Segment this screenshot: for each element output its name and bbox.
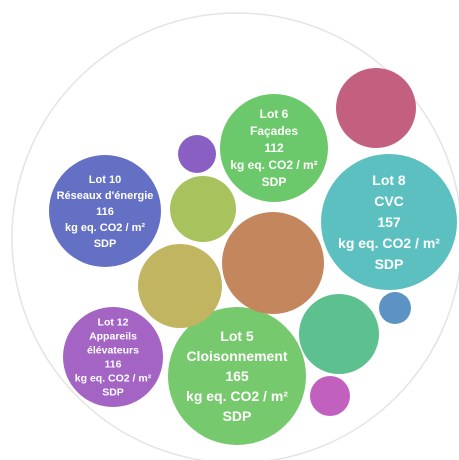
bubble-label-line: SDP (102, 387, 124, 399)
bubble-pink-small (310, 376, 350, 416)
bubble-label-line: kg eq. CO2 / m² (186, 388, 288, 404)
bubble-label-lot-5: Lot 5 Cloisonnement 165 kg eq. CO2 / m² SDP (186, 328, 288, 424)
bubble-group: Lot 6 Façades 112 kg eq. CO2 / m² SDP Lot 8 CV… (49, 68, 457, 445)
bubble-label-line: 116 (96, 206, 114, 218)
bubble-lot-12: Lot 12 Appareils élévateurs 116 kg eq. CO2 /… (63, 307, 163, 407)
bubble-circle-center (222, 212, 324, 314)
bubble-circle-pink-small (310, 376, 350, 416)
bubble-label-line: Lot 8 (372, 172, 406, 188)
bubble-label-lot-6: Lot 6 Façades 112 kg eq. CO2 / m² SDP (230, 107, 317, 189)
bubble-circle-blue-small (379, 292, 411, 324)
bubble-purple-small (178, 135, 216, 173)
bubble-label-lot-8: Lot 8 CVC 157 kg eq. CO2 / m² SDP (338, 172, 440, 272)
bubble-lot-8: Lot 8 CVC 157 kg eq. CO2 / m² SDP (321, 154, 457, 290)
bubble-center (222, 212, 324, 314)
bubble-label-line: Lot 12 (98, 317, 129, 329)
bubble-label-line: élévateurs (87, 345, 139, 357)
bubble-olive-left (138, 244, 222, 328)
bubble-label-line: Lot 10 (89, 174, 121, 186)
bubble-label-line: 157 (377, 214, 401, 230)
bubble-label-line: 112 (264, 141, 284, 155)
bubble-label-line: SDP (94, 238, 117, 250)
bubble-circle-lot-5 (168, 307, 306, 445)
bubble-teal-green (299, 294, 379, 374)
bubble-circle-green-small (170, 176, 236, 242)
bubble-circle-teal-green (299, 294, 379, 374)
bubble-label-line: Façades (250, 124, 298, 138)
bubble-circle-lot-8 (321, 154, 457, 290)
bubble-label-line: Lot 5 (220, 328, 254, 344)
bubble-circle-lot-6 (220, 94, 328, 202)
bubble-label-line: 165 (225, 368, 249, 384)
bubble-label-line: Appareils (89, 331, 137, 343)
bubble-lot-5: Lot 5 Cloisonnement 165 kg eq. CO2 / m² SDP (168, 307, 306, 445)
bubble-label-lot-12: Lot 12 Appareils élévateurs 116 kg eq. CO2 /… (75, 317, 152, 399)
bubble-circle-magenta (336, 68, 416, 148)
bubble-label-line: kg eq. CO2 / m² (230, 158, 317, 172)
bubble-circle-lot-12 (63, 307, 163, 407)
bubble-circle-purple-small (178, 135, 216, 173)
bubble-label-line: SDP (375, 256, 404, 272)
bubble-green-small (170, 176, 236, 242)
bubble-label-line: kg eq. CO2 / m² (75, 373, 152, 385)
bubble-label-line: SDP (262, 175, 287, 189)
bubble-blue-small (379, 292, 411, 324)
bubble-label-line: kg eq. CO2 / m² (338, 235, 440, 251)
bubble-circle-lot-10 (49, 155, 161, 267)
bubble-label-line: kg eq. CO2 / m² (65, 222, 145, 234)
bubble-label-lot-10: Lot 10 Réseaux d'énergie 116 kg eq. CO2 / m… (57, 174, 154, 250)
bubble-label-line: Cloisonnement (186, 348, 287, 364)
bubble-magenta (336, 68, 416, 148)
bubble-label-line: Réseaux d'énergie (57, 190, 154, 202)
bubble-label-line: CVC (374, 193, 404, 209)
bubble-label-line: 116 (105, 359, 122, 371)
bubble-label-line: Lot 6 (260, 107, 289, 121)
bubble-circle-olive-left (138, 244, 222, 328)
bubble-label-line: SDP (223, 408, 252, 424)
bubble-lot-6: Lot 6 Façades 112 kg eq. CO2 / m² SDP (220, 94, 328, 202)
bubble-lot-10: Lot 10 Réseaux d'énergie 116 kg eq. CO2 / m… (49, 155, 161, 267)
